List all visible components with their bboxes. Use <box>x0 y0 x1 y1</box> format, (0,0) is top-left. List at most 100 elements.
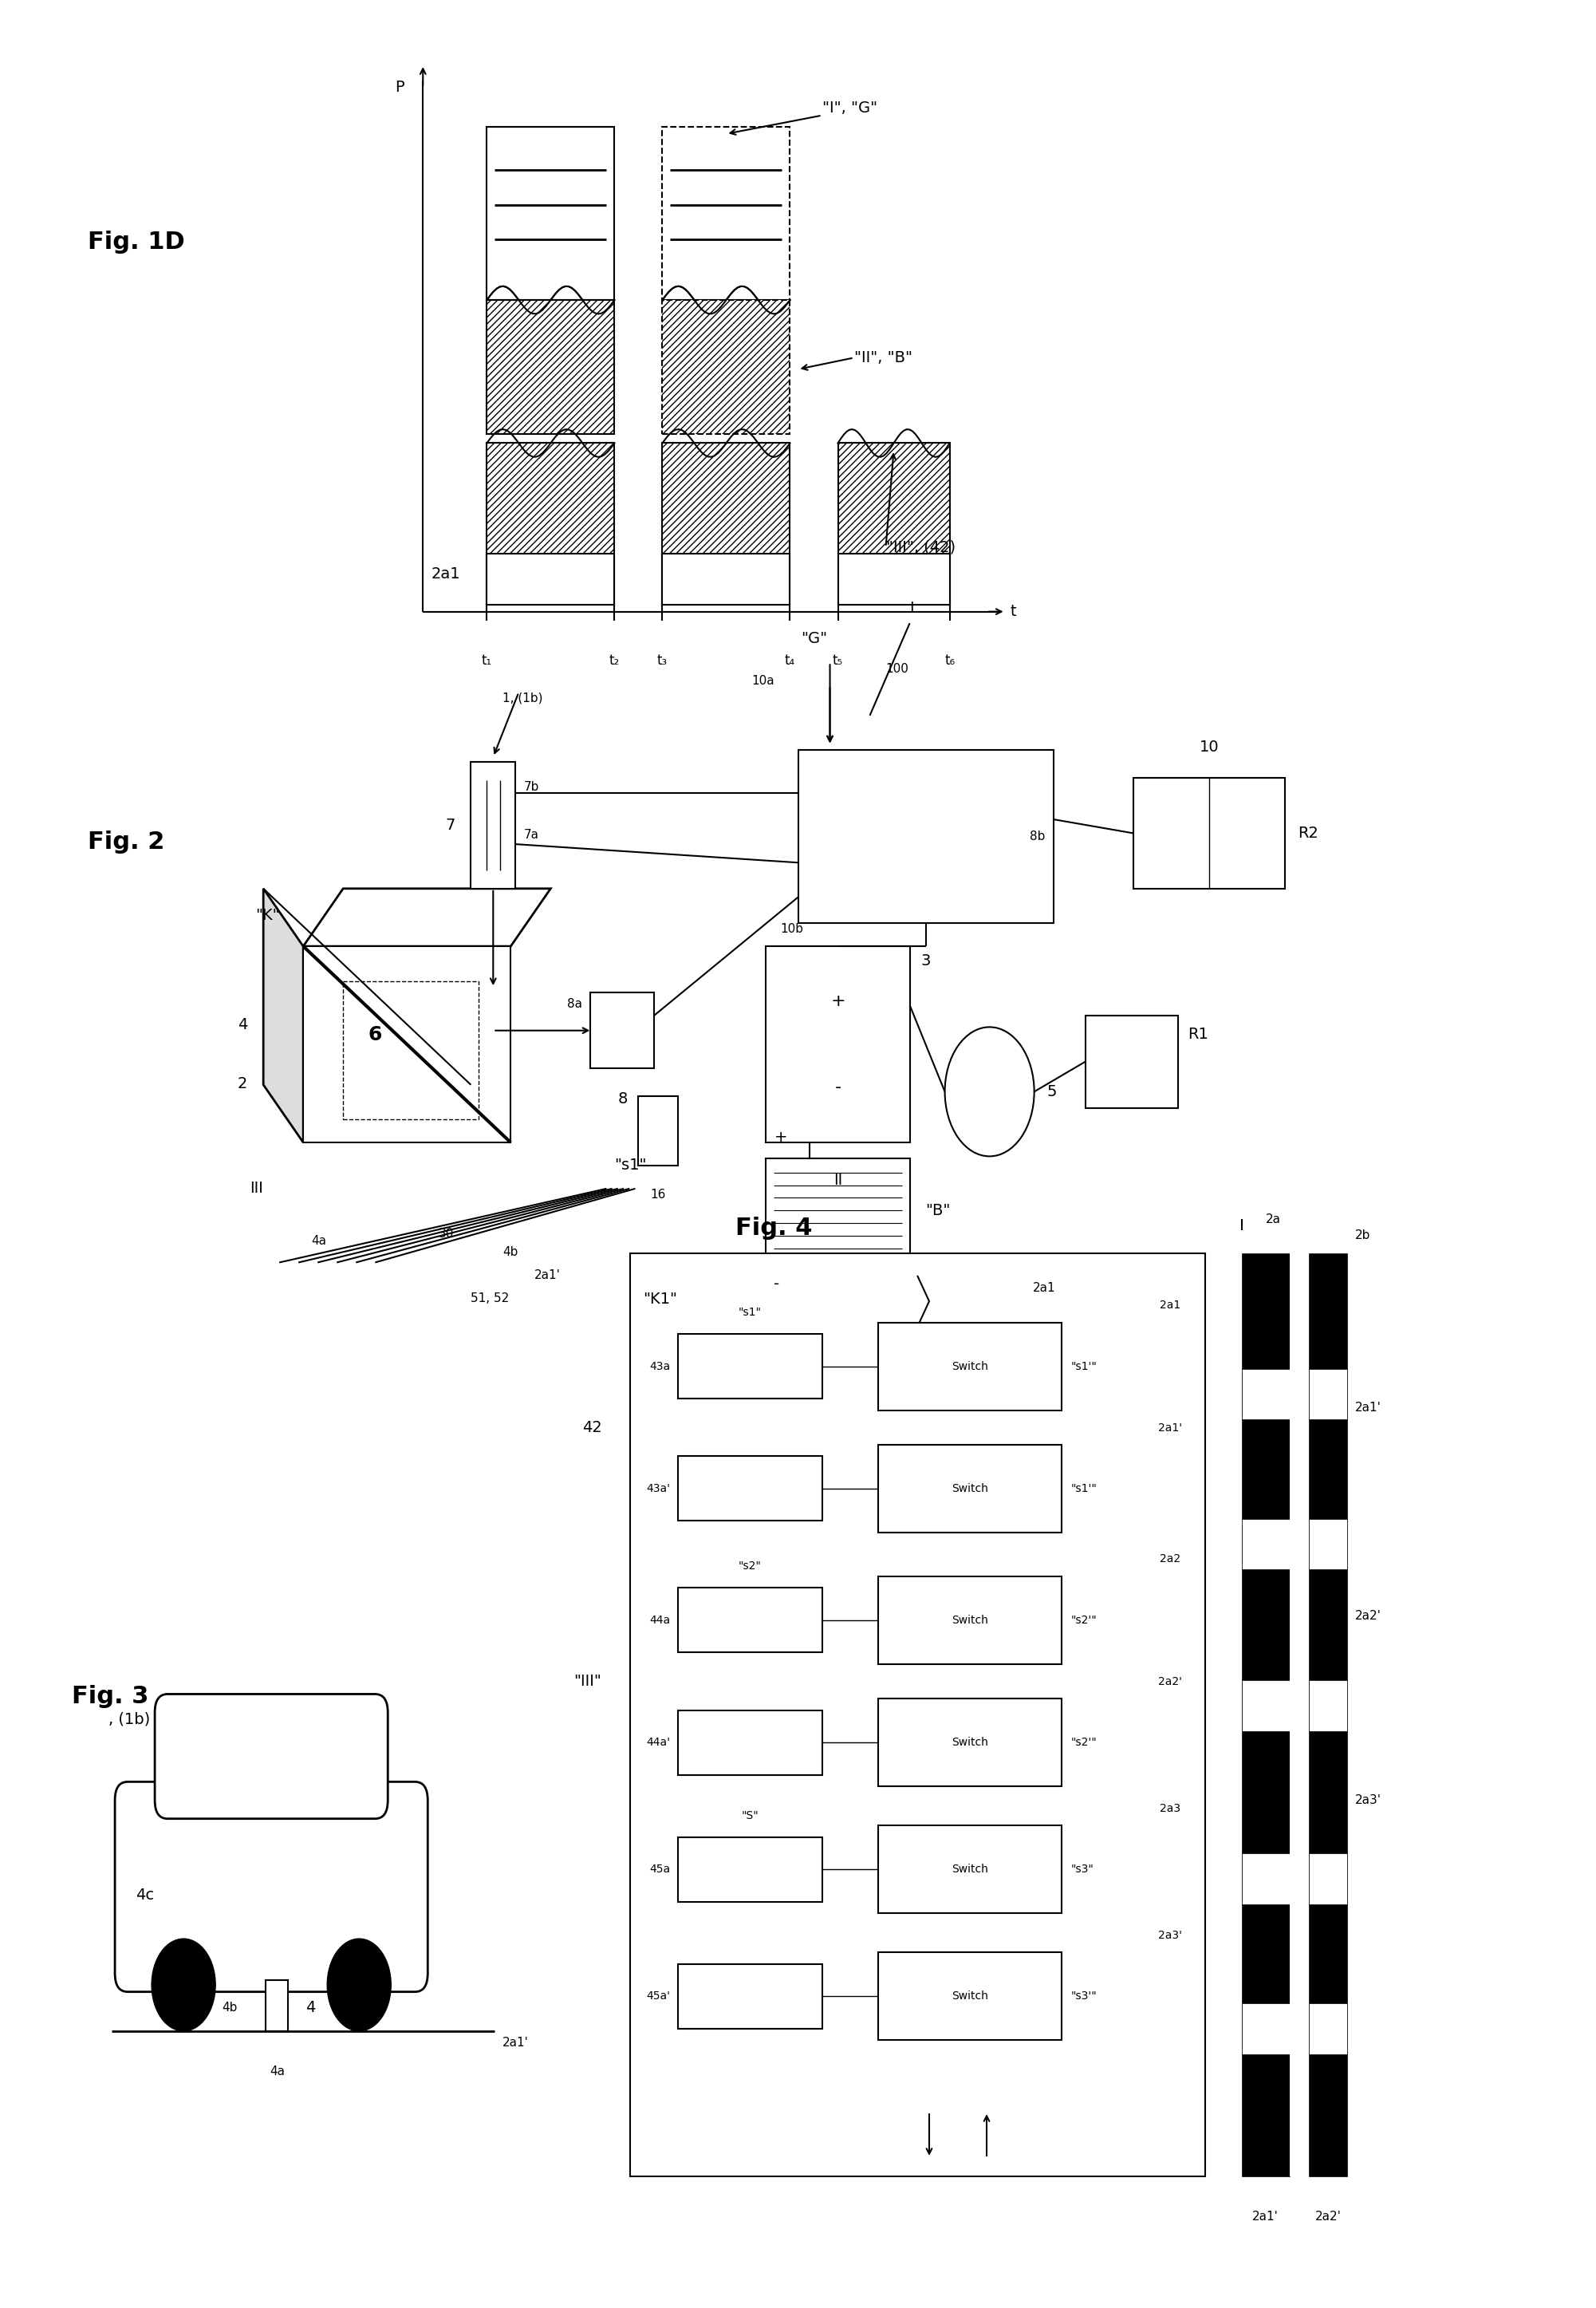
Bar <box>838 443 950 605</box>
Text: "I", "G": "I", "G" <box>822 99 878 115</box>
Text: "s1'": "s1'" <box>1071 1484 1096 1493</box>
Text: 2a1': 2a1' <box>1157 1422 1183 1433</box>
Text: 44a: 44a <box>650 1616 670 1625</box>
Bar <box>487 127 614 300</box>
Text: "G": "G" <box>801 630 827 646</box>
Text: 4: 4 <box>306 2001 316 2015</box>
Text: 43a': 43a' <box>646 1484 670 1493</box>
Text: 2a1: 2a1 <box>1033 1281 1055 1295</box>
Text: t₅: t₅ <box>833 653 843 667</box>
Text: t₄: t₄ <box>785 653 795 667</box>
Text: t₆: t₆ <box>945 653 954 667</box>
Text: 45a: 45a <box>650 1865 670 1874</box>
Text: 2a1': 2a1' <box>1355 1401 1381 1415</box>
Circle shape <box>327 1939 391 2031</box>
Bar <box>1242 1680 1290 1731</box>
Text: Switch: Switch <box>951 1616 988 1625</box>
Text: 4a: 4a <box>270 2066 284 2077</box>
Bar <box>878 1699 1061 1786</box>
Bar <box>343 981 479 1119</box>
Bar <box>591 992 654 1069</box>
Text: "III": "III" <box>575 1673 602 1689</box>
Text: Switch: Switch <box>951 1738 988 1747</box>
Text: 3: 3 <box>921 953 930 969</box>
Text: 7: 7 <box>445 817 455 833</box>
Text: 2a3': 2a3' <box>1159 1929 1181 1941</box>
Bar <box>878 1322 1061 1410</box>
Text: 2a3: 2a3 <box>1159 1803 1181 1814</box>
Text: -: - <box>835 1080 841 1096</box>
Text: +: + <box>830 992 846 1009</box>
Text: 43a: 43a <box>650 1362 670 1371</box>
Bar <box>798 750 1053 923</box>
Bar <box>1242 1853 1290 1904</box>
Bar <box>487 443 614 605</box>
Text: II: II <box>833 1172 843 1189</box>
Bar <box>678 1456 822 1521</box>
Bar <box>1309 2003 1347 2054</box>
Circle shape <box>945 1027 1034 1156</box>
Text: 10b: 10b <box>780 923 803 935</box>
Bar <box>1309 1680 1347 1731</box>
Text: 30: 30 <box>439 1228 455 1239</box>
Bar <box>1242 1519 1290 1569</box>
Text: 42: 42 <box>583 1419 602 1436</box>
Text: 5: 5 <box>1047 1085 1057 1099</box>
Text: Fig. 1D: Fig. 1D <box>88 231 185 254</box>
Bar <box>1309 1519 1347 1569</box>
Bar <box>662 443 790 605</box>
Text: 2b: 2b <box>1355 1230 1371 1242</box>
Bar <box>678 1334 822 1399</box>
Text: 45a': 45a' <box>646 1992 670 2001</box>
FancyBboxPatch shape <box>155 1694 388 1819</box>
Text: Fig. 2: Fig. 2 <box>88 831 164 854</box>
Bar <box>878 1576 1061 1664</box>
Bar <box>1242 2003 1290 2054</box>
Text: Switch: Switch <box>951 1362 988 1371</box>
Bar <box>638 1096 678 1166</box>
Text: 7b: 7b <box>523 780 539 794</box>
Text: Switch: Switch <box>951 1865 988 1874</box>
Text: "B": "B" <box>926 1202 951 1219</box>
Text: "s1": "s1" <box>614 1159 646 1172</box>
Bar <box>878 1953 1061 2040</box>
Bar <box>487 554 614 605</box>
Text: Switch: Switch <box>951 1484 988 1493</box>
Text: "K1": "K1" <box>643 1292 677 1306</box>
Text: t₂: t₂ <box>610 653 619 667</box>
Text: t₃: t₃ <box>658 653 667 667</box>
Text: 4b: 4b <box>503 1246 519 1258</box>
Polygon shape <box>263 889 303 1142</box>
Bar <box>1309 1253 1347 2176</box>
Bar <box>662 300 790 434</box>
Text: "s1": "s1" <box>739 1306 761 1318</box>
Bar <box>878 1826 1061 1913</box>
Bar <box>1085 1016 1178 1108</box>
Bar <box>662 554 790 605</box>
Text: R2: R2 <box>1298 826 1318 840</box>
Text: Fig. 3: Fig. 3 <box>72 1685 148 1708</box>
Text: 2a2': 2a2' <box>1355 1609 1381 1623</box>
Bar <box>1242 1369 1290 1419</box>
Bar <box>678 1588 822 1653</box>
Text: 4: 4 <box>238 1018 247 1032</box>
Text: 7a: 7a <box>523 829 538 840</box>
Text: t: t <box>1010 605 1017 619</box>
Text: Fig. 4: Fig. 4 <box>736 1216 812 1239</box>
Text: "s2'": "s2'" <box>1071 1616 1096 1625</box>
Bar <box>1242 1253 1290 2176</box>
Text: 8: 8 <box>618 1092 627 1108</box>
Text: "s2'": "s2'" <box>1071 1738 1096 1747</box>
Text: "s1'": "s1'" <box>1071 1362 1096 1371</box>
Text: "s2": "s2" <box>739 1560 761 1572</box>
Text: R1: R1 <box>1187 1027 1208 1041</box>
Bar <box>678 1710 822 1775</box>
Text: 6: 6 <box>369 1025 381 1043</box>
Text: "S": "S" <box>742 1809 758 1821</box>
Bar <box>471 762 516 889</box>
Bar <box>487 300 614 434</box>
Text: P: P <box>394 81 404 95</box>
Text: I: I <box>910 600 915 616</box>
Polygon shape <box>303 889 551 946</box>
Text: "K": "K" <box>255 907 279 923</box>
